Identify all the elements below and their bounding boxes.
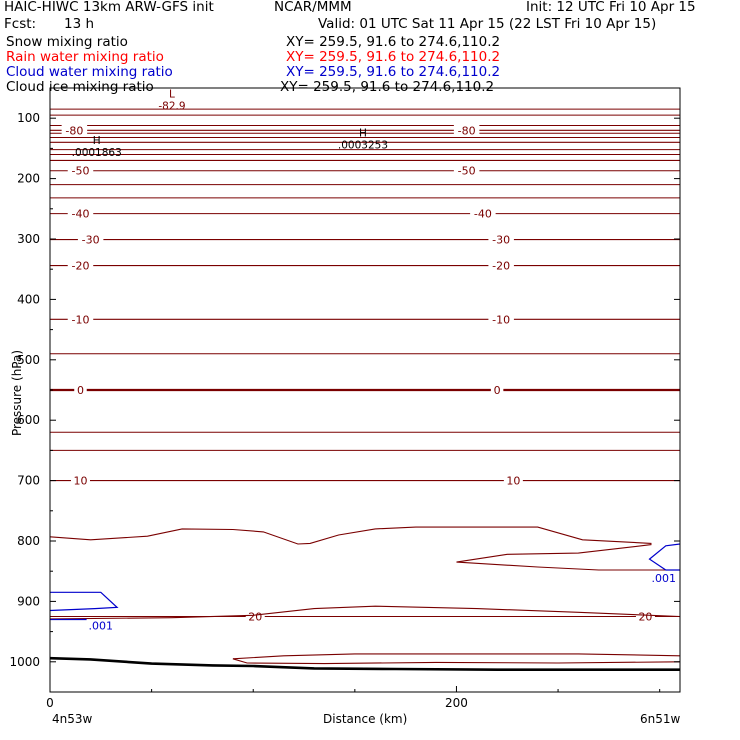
isotherm-label: -10 <box>71 313 89 326</box>
y-tick-label: 400 <box>17 292 40 306</box>
isotherm-label: 10 <box>73 475 87 488</box>
y-tick-label: 700 <box>17 474 40 488</box>
field-rain-name: Rain water mixing ratio <box>6 49 164 65</box>
isotherm-label-bg <box>488 259 514 272</box>
terrain-surface-line <box>50 656 680 672</box>
marker-value: .0001863 <box>72 147 122 159</box>
marker-value: .0003253 <box>338 139 388 151</box>
wavy-contour-985 <box>232 653 680 660</box>
x-end-label-right: 6n51w <box>640 712 681 726</box>
cloud-water-label: .001 <box>89 620 114 633</box>
valid-time: Valid: 01 UTC Sat 11 Apr 15 (22 LST Fri … <box>318 16 657 32</box>
isotherm-label: -20 <box>71 260 89 273</box>
field-snow-name: Snow mixing ratio <box>6 34 128 50</box>
wavy-contour-920 <box>50 605 680 620</box>
isotherm-label-bg <box>490 384 504 396</box>
fcst-value: 13 h <box>64 16 95 32</box>
marker-H: H <box>93 135 101 147</box>
isotherm-label: 0 <box>77 384 84 397</box>
field-snow-xy: XY= 259.5, 91.6 to 274.6,110.2 <box>286 34 501 50</box>
isotherm-label-bg <box>453 124 480 137</box>
wavy-contour-830 <box>456 544 652 563</box>
isotherm-label: 20 <box>248 611 262 624</box>
field-cloudwater-name: Cloud water mixing ratio <box>6 64 173 80</box>
wavy-contour-790 <box>50 526 652 545</box>
isotherm-label-bg <box>74 384 87 396</box>
org-label: NCAR/MMM <box>274 0 352 15</box>
marker-L: L <box>169 89 175 101</box>
isotherm-label: 0 <box>494 384 501 397</box>
isotherm-label-bg <box>245 610 265 623</box>
cloud-left-contour <box>50 591 119 612</box>
isotherm-label: -30 <box>492 234 510 247</box>
isotherm-label-bg <box>453 164 480 177</box>
y-tick-label: 600 <box>17 413 40 427</box>
plot-contents: -80 -80-50 -50-40 -40-30 -30-20 -20-10 -100 010… <box>9 87 681 710</box>
isotherm-label: -30 <box>82 234 100 247</box>
x-tick-label: 0 <box>46 696 54 710</box>
wavy-contour-835 <box>456 561 680 571</box>
isotherm-label-bg <box>67 259 94 272</box>
y-axis-title: Pressure (hPa) <box>10 349 24 437</box>
y-tick-label: 900 <box>17 594 40 608</box>
isotherm-label: -40 <box>474 208 492 221</box>
isotherm-label: -10 <box>492 313 510 326</box>
isotherm-label: -50 <box>458 165 476 178</box>
isotherm-label: 20 <box>638 611 652 624</box>
wavy-contour-997 <box>232 658 680 665</box>
isotherm-label: -20 <box>492 260 510 273</box>
isotherm-label-bg <box>67 164 94 177</box>
isotherm-label: -40 <box>71 208 89 221</box>
isotherm-label-bg <box>61 124 88 137</box>
isotherm-label: -50 <box>71 165 89 178</box>
marker-value: -82.9 <box>158 101 185 113</box>
isotherm-label: -80 <box>458 124 476 137</box>
field-cloudwater-xy: XY= 259.5, 91.6 to 274.6,110.2 <box>286 64 501 80</box>
isotherm-label: -80 <box>65 124 83 137</box>
isotherm-label-bg <box>488 313 514 326</box>
y-tick-label: 500 <box>17 353 40 367</box>
isotherm-label: 10 <box>506 475 520 488</box>
y-tick-label: 1000 <box>9 655 40 669</box>
field-cloudice-xy: XY= 259.5, 91.6 to 274.6,110.2 <box>280 79 495 95</box>
isotherm-label-bg <box>67 207 94 220</box>
init-time: Init: 12 UTC Fri 10 Apr 15 <box>526 0 696 15</box>
field-cloudice-name: Cloud ice mixing ratio <box>6 79 154 95</box>
x-tick-label: 200 <box>445 696 468 710</box>
model-title: HAIC-HIWC 13km ARW-GFS init <box>4 0 214 15</box>
field-rain-xy: XY= 259.5, 91.6 to 274.6,110.2 <box>286 49 501 65</box>
isotherm-label-bg <box>77 233 104 246</box>
isotherm-label-bg <box>70 474 90 487</box>
cloud-right-contour <box>648 543 680 571</box>
isotherm-label-bg <box>488 233 514 246</box>
x-axis-title: Distance (km) <box>323 712 408 726</box>
isotherm-label-bg <box>470 207 496 220</box>
isotherm-label-bg <box>635 610 655 623</box>
isotherm-label-bg <box>503 474 523 487</box>
y-tick-label: 300 <box>17 232 40 246</box>
cloud-water-label: .001 <box>651 572 676 585</box>
y-tick-label: 200 <box>17 172 40 186</box>
x-end-label-left: 4n53w <box>52 712 93 726</box>
y-tick-label: 800 <box>17 534 40 548</box>
fcst-label: Fcst: <box>4 16 37 32</box>
isotherm-label-bg <box>67 313 94 326</box>
marker-H: H <box>359 127 367 139</box>
y-tick-label: 100 <box>17 111 40 125</box>
